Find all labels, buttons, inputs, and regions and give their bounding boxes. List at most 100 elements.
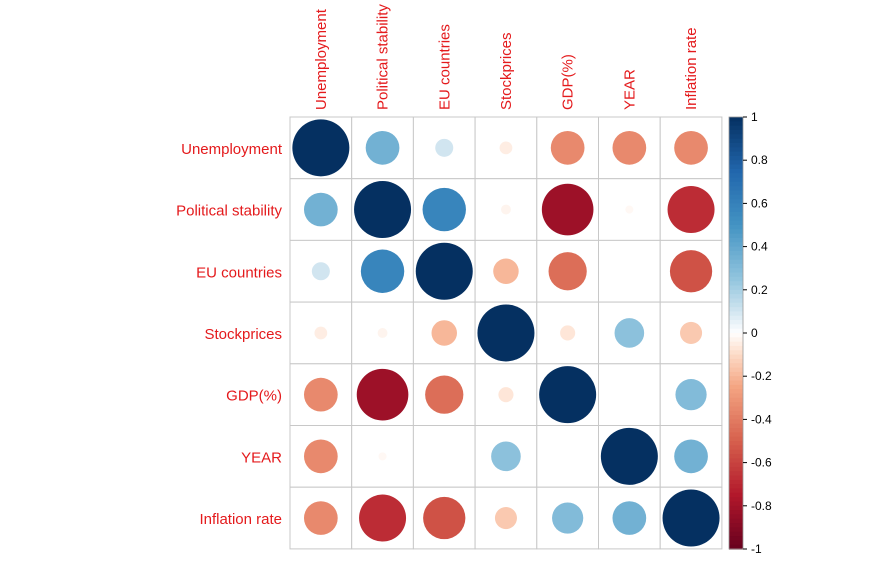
column-label: GDP(%) [560, 54, 577, 110]
correlation-circle [494, 507, 517, 530]
colorbar-segment [729, 151, 743, 157]
colorbar-segment [729, 212, 743, 217]
colorbar-segment [729, 255, 743, 261]
colorbar-segment [729, 358, 743, 364]
colorbar-segment [729, 194, 743, 200]
correlation-circle [303, 501, 338, 535]
colorbar-segment [729, 333, 743, 338]
correlation-circle [625, 205, 634, 214]
colorbar-segment [729, 173, 743, 179]
colorbar-segment [729, 177, 743, 183]
colorbar-segment [729, 233, 743, 239]
colorbar-segment [729, 272, 743, 278]
colorbar-segment [729, 155, 743, 161]
correlation-circle [360, 249, 405, 293]
colorbar-segment [729, 380, 743, 386]
colorbar-segment [729, 384, 743, 390]
correlation-circle [612, 130, 647, 165]
colorbar-segment [729, 298, 743, 304]
colorbar-tick-label: -1 [751, 542, 762, 556]
colorbar-segment [729, 436, 743, 442]
correlation-circle [680, 321, 703, 344]
colorbar-segment [729, 479, 743, 485]
correlation-circle [614, 318, 645, 348]
row-label: Inflation rate [199, 511, 282, 528]
column-label: YEAR [621, 69, 638, 110]
grid-cell [536, 425, 599, 488]
colorbar-segment [729, 350, 743, 356]
colorbar-segment [729, 225, 743, 230]
correlation-circle [501, 204, 511, 215]
colorbar-segment [729, 229, 743, 235]
correlation-circle [541, 183, 594, 236]
colorbar-segment [729, 203, 743, 209]
colorbar-tick-label: 1 [751, 110, 758, 124]
colorbar-segment [729, 341, 743, 347]
colorbar-tick-label: -0.8 [751, 499, 772, 513]
colorbar-tick-label: -0.4 [751, 412, 772, 426]
colorbar-segment [729, 536, 743, 541]
colorbar-segment [729, 510, 743, 516]
colorbar-segment [729, 125, 743, 131]
colorbar-segment [729, 138, 743, 144]
colorbar-segment [729, 190, 743, 196]
colorbar-segment [729, 449, 743, 455]
grid-cell [289, 301, 353, 365]
correlation-circle [311, 262, 330, 281]
colorbar-segment [729, 527, 743, 533]
correlation-circle [354, 181, 412, 239]
row-label: EU countries [196, 264, 282, 281]
colorbar-segment [729, 281, 743, 287]
colorbar-segment [729, 501, 743, 507]
correlation-circle [600, 427, 658, 485]
correlation-circle [415, 242, 473, 300]
colorbar-segment [729, 315, 743, 321]
correlation-circle [669, 250, 713, 293]
colorbar-segment [729, 466, 743, 472]
correlation-circle [674, 130, 708, 165]
colorbar-segment [729, 540, 743, 546]
row-label: YEAR [241, 449, 282, 466]
grid-cell [474, 425, 538, 488]
colorbar-segment [729, 423, 743, 429]
correlation-circle [560, 325, 576, 341]
colorbar-segment [729, 117, 743, 122]
correlation-circle [435, 138, 454, 157]
colorbar-segment [729, 285, 743, 291]
correlation-circles [292, 119, 720, 547]
colorbar-tick-label: 0.8 [751, 153, 768, 167]
colorbar-segment [729, 363, 743, 369]
colorbar-segment [729, 471, 743, 477]
colorbar-segment [729, 186, 743, 192]
colorbar-segment [729, 345, 743, 351]
row-labels: Unemployment Political stability EU countr… [176, 141, 283, 528]
colorbar-segment [729, 246, 743, 252]
colorbar: 1 0.8 0.6 0.4 0.2 0 -0.2 -0.4 -0.6 -0.8 -1 [728, 110, 772, 556]
colorbar-segment [729, 367, 743, 373]
row-label: GDP(%) [226, 388, 282, 405]
colorbar-segment [729, 428, 743, 433]
colorbar-segment [729, 393, 743, 399]
correlation-circle [498, 387, 514, 403]
colorbar-segment [729, 302, 743, 308]
column-label: Inflation rate [683, 27, 700, 110]
correlation-circle [675, 379, 707, 411]
correlation-circle [422, 187, 466, 232]
correlation-circle [491, 441, 521, 472]
correlation-circle [662, 489, 720, 547]
colorbar-segment [729, 441, 743, 446]
column-labels: Unemployment Political stability EU countr… [313, 4, 700, 110]
colorbar-segment [729, 294, 743, 300]
correlation-circle [548, 252, 587, 291]
colorbar-segment [729, 419, 743, 425]
column-label: EU countries [436, 24, 453, 110]
colorbar-segment [729, 354, 743, 360]
correlation-circle [365, 130, 400, 165]
colorbar-segment [729, 259, 743, 265]
correlation-circle [356, 368, 409, 421]
colorbar-segment [729, 544, 743, 550]
colorbar-segment [729, 220, 743, 226]
colorbar-segment [729, 505, 743, 511]
colorbar-segment [729, 488, 743, 494]
